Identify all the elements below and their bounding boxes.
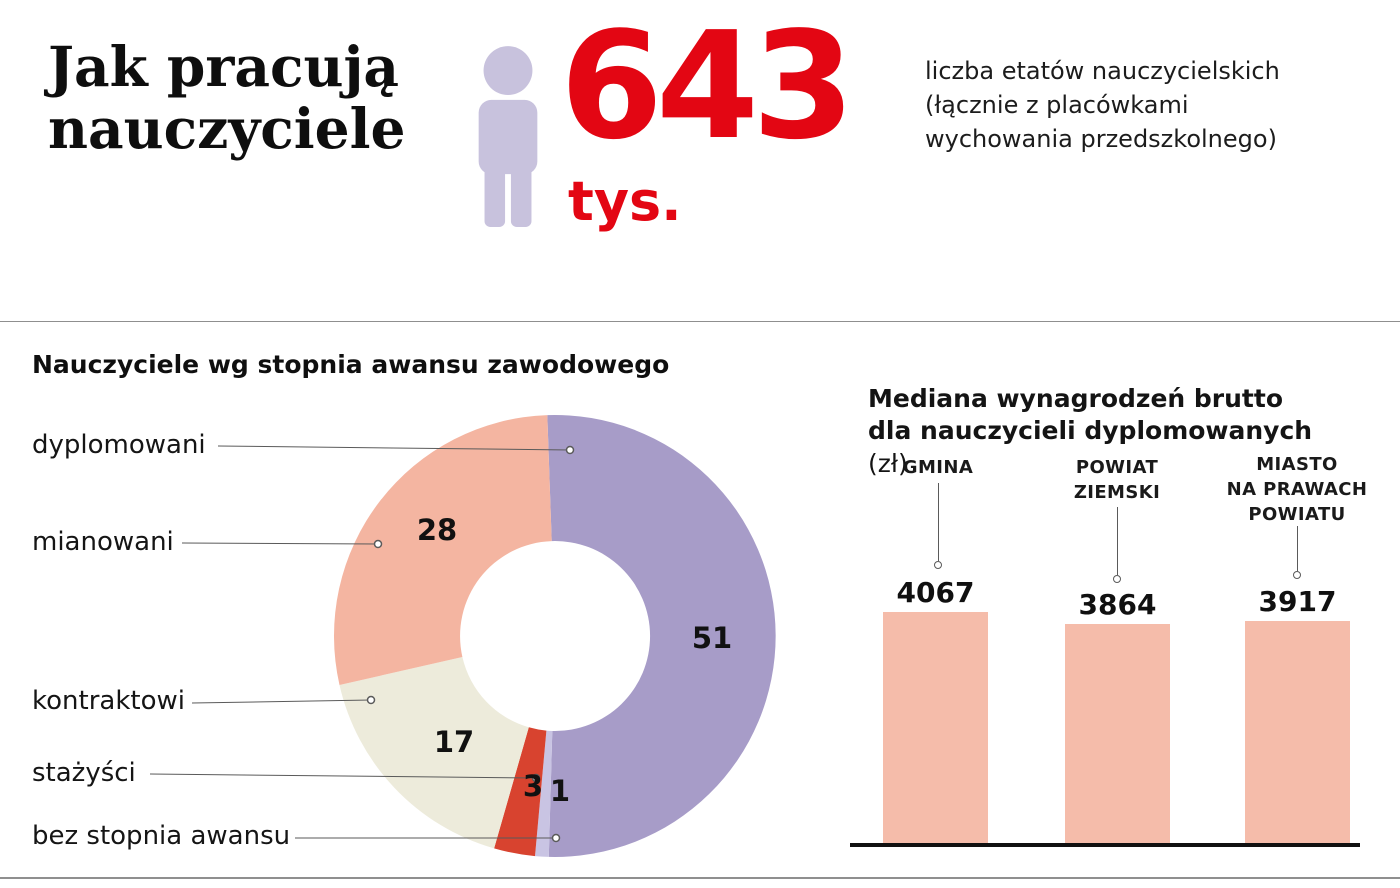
leader-line-stazysci (149, 773, 537, 779)
donut-value-5: 1 (550, 774, 570, 808)
donut-slice-2 (333, 415, 552, 685)
leader-dot-powiat-ziemski (1113, 575, 1121, 583)
donut-slices (333, 414, 776, 857)
bar-chart-title-unit: (zł) (868, 448, 908, 478)
bar-miasto (1245, 621, 1350, 845)
leader-dot-dyplomowani (565, 445, 575, 455)
donut-value-1: 51 (692, 621, 732, 655)
bar-label-powiat-ziemski: POWIAT ZIEMSKI (1073, 457, 1161, 504)
bar-chart-baseline (850, 843, 1360, 847)
donut-slice-4 (494, 727, 547, 857)
donut-label-bez-stopnia: bez stopnia awansu (32, 821, 291, 851)
header-note: liczba etatów nauczycielskich (łącznie z… (925, 57, 1280, 154)
person-icon-graphic (478, 46, 538, 227)
donut-label-stazysci: stażyści (32, 758, 136, 788)
leader-dot-bez-stopnia (551, 833, 561, 843)
bar-label-miasto-na-prawach-powiatu: MIASTO NA PRAWACH POWIATU (1226, 454, 1368, 526)
donut-value-labels: 51 28 17 3 1 (417, 513, 732, 808)
donut-chart: 51 28 17 3 1 (149, 414, 776, 857)
leader-dot-miasto (1293, 571, 1301, 579)
leader-line-gmina (938, 483, 939, 561)
leader-dot-gmina (934, 561, 942, 569)
page-title: Jak pracują nauczyciele (48, 34, 406, 162)
donut-label-kontraktowi: kontraktowi (32, 686, 185, 716)
leader-dot-kontraktowi (366, 695, 376, 705)
divider-top (0, 321, 1400, 322)
donut-value-4: 3 (523, 769, 543, 803)
leader-line-kontraktowi (191, 699, 372, 704)
leader-dot-stazysci (531, 773, 541, 783)
leader-line-mianowani (181, 542, 379, 545)
bar-chart-title: Mediana wynagrodzeń brutto dla nauczycie… (868, 350, 1312, 480)
donut-slice-5 (535, 730, 553, 857)
leader-line-dyplomowani (217, 445, 571, 451)
person-icon (464, 44, 552, 236)
big-number: 643 (560, 0, 855, 172)
big-number-unit: tys. (568, 170, 682, 233)
bar-chart-title-bold: Mediana wynagrodzeń brutto dla nauczycie… (868, 383, 1313, 446)
bar-value-miasto: 3917 (1258, 585, 1337, 618)
bar-value-gmina: 4067 (896, 576, 975, 609)
bar-gmina (883, 612, 988, 845)
leader-dot-mianowani (373, 539, 383, 549)
bar-label-gmina: GMINA (902, 457, 974, 478)
donut-slice-1 (547, 414, 776, 857)
donut-chart-title: Nauczyciele wg stopnia awansu zawodowego (32, 350, 670, 379)
divider-bottom (0, 877, 1400, 879)
bar-powiat-ziemski (1065, 624, 1170, 845)
donut-value-3: 17 (434, 725, 474, 759)
donut-slice-3 (339, 657, 529, 849)
leader-line-powiat-ziemski (1117, 507, 1118, 575)
leader-line-miasto (1297, 526, 1298, 571)
donut-label-dyplomowani: dyplomowani (32, 430, 206, 460)
donut-label-mianowani: mianowani (32, 527, 174, 557)
bar-value-powiat-ziemski: 3864 (1078, 588, 1157, 621)
donut-leader-lines (149, 445, 575, 843)
donut-value-2: 28 (417, 513, 457, 547)
